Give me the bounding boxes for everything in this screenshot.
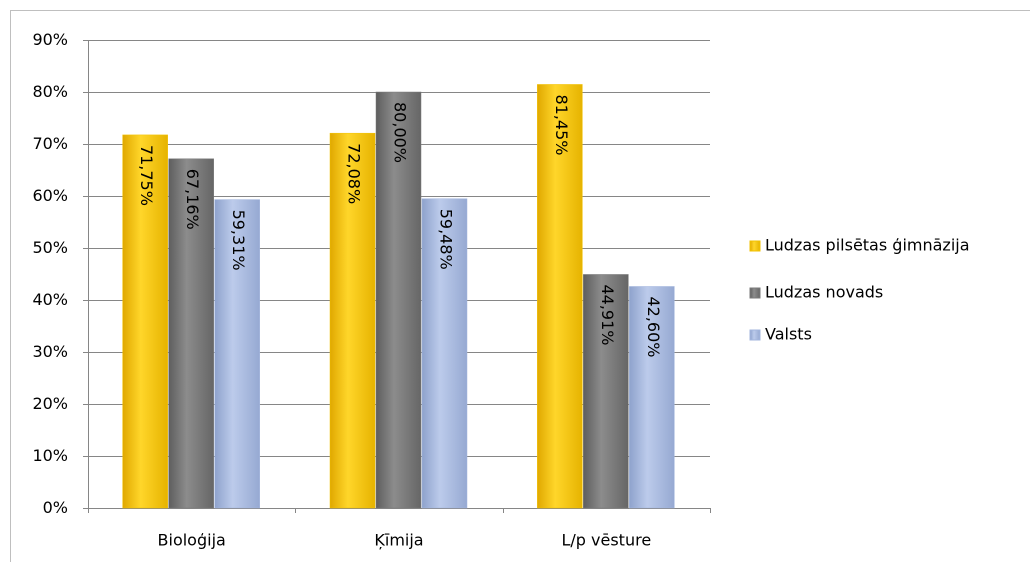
value-label: 72,08% (345, 143, 364, 204)
y-tick-label: 70% (32, 134, 68, 153)
legend-label: Valsts (765, 325, 812, 344)
y-tick-label: 10% (32, 446, 68, 465)
bar (583, 274, 629, 509)
bar (421, 198, 468, 509)
legend-label: Ludzas pilsētas ģimnāzija (765, 236, 970, 255)
value-label: 59,48% (437, 209, 456, 270)
value-label: 80,00% (391, 102, 410, 163)
value-label: 71,75% (137, 145, 156, 206)
y-tick-label: 0% (43, 498, 68, 517)
bar (329, 132, 376, 509)
x-tick-label: L/p vēsture (561, 531, 651, 550)
y-tick-label: 50% (32, 238, 68, 257)
y-tick-label: 80% (32, 82, 68, 101)
legend-swatch (749, 240, 761, 252)
value-label: 67,16% (183, 169, 202, 230)
x-tick-label: Bioloģija (158, 531, 226, 550)
y-tick-label: 40% (32, 290, 68, 309)
legend-swatch (749, 329, 761, 341)
y-tick-label: 20% (32, 394, 68, 413)
bar (375, 91, 422, 509)
x-tick-label: Ķīmija (374, 531, 423, 550)
chart-frame (10, 10, 1030, 562)
y-tick-label: 30% (32, 342, 68, 361)
y-tick-label: 90% (32, 30, 68, 49)
bar (122, 134, 168, 509)
value-label: 59,31% (229, 210, 248, 271)
bar (537, 84, 583, 509)
value-label: 44,91% (598, 284, 617, 345)
bar (168, 158, 214, 509)
bar (214, 199, 260, 509)
bar (629, 286, 675, 509)
legend-swatch (749, 287, 761, 299)
y-tick-label: 60% (32, 186, 68, 205)
legend-label: Ludzas novads (765, 283, 883, 302)
value-label: 42,60% (644, 296, 663, 357)
value-label: 81,45% (552, 94, 571, 155)
